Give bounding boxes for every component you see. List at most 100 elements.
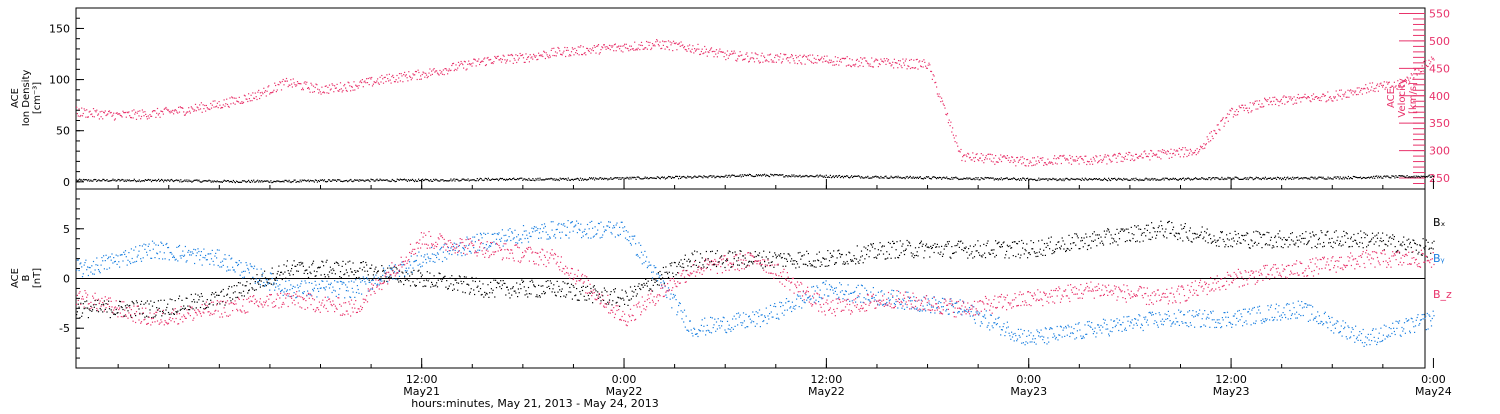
bx-series-point	[1157, 231, 1158, 232]
bx-series-point	[907, 240, 908, 241]
by-series-point	[147, 254, 148, 255]
density-series-point	[314, 181, 315, 182]
density-series-point	[200, 182, 201, 183]
bx-series-point	[302, 262, 303, 263]
density-series-point	[821, 176, 822, 177]
bx-series-point	[1300, 241, 1301, 242]
by-series-point	[221, 266, 222, 267]
bx-series-point	[454, 289, 455, 290]
velocity-series-point	[1397, 80, 1398, 81]
velocity-series-point	[267, 91, 268, 92]
velocity-series-point	[193, 111, 194, 112]
by-series-point	[113, 257, 114, 258]
velocity-series-point	[768, 61, 769, 62]
velocity-tick-label: 300	[1429, 145, 1450, 158]
density-series-point	[1328, 177, 1329, 178]
by-series-point	[319, 284, 320, 285]
velocity-series-point	[241, 101, 242, 102]
velocity-series-point	[874, 60, 875, 61]
velocity-series-point	[1191, 150, 1192, 151]
velocity-series-point	[264, 92, 265, 93]
bx-series-point	[494, 296, 495, 297]
bx-series-point	[409, 275, 410, 276]
density-series-point	[477, 178, 478, 179]
bx-series-point	[1271, 237, 1272, 238]
velocity-series-point	[1125, 156, 1126, 157]
bx-series-point	[517, 296, 518, 297]
bx-series-point	[295, 266, 296, 267]
bx-series-point	[1054, 251, 1055, 252]
bx-series-point	[573, 285, 574, 286]
bx-series-point	[420, 272, 421, 273]
by-series-point	[344, 297, 345, 298]
velocity-series-point	[1094, 158, 1095, 159]
by-series-point	[248, 269, 249, 270]
velocity-series-point	[453, 63, 454, 64]
bx-series-point	[769, 252, 770, 253]
bx-series-point	[150, 301, 151, 302]
velocity-series-point	[833, 61, 834, 62]
bx-series-point	[153, 317, 154, 318]
by-series-point	[160, 242, 161, 243]
density-series-point	[453, 178, 454, 179]
bx-series-point	[831, 257, 832, 258]
bx-series-point	[1102, 243, 1103, 244]
by-series-point	[141, 261, 142, 262]
velocity-series-point	[456, 69, 457, 70]
bx-series-point	[961, 249, 962, 250]
bx-series-point	[1014, 241, 1015, 242]
velocity-series-point	[304, 82, 305, 83]
bx-series-point	[588, 295, 589, 296]
velocity-series-point	[1273, 101, 1274, 102]
density-series-point	[243, 180, 244, 181]
by-series-point	[104, 268, 105, 269]
bx-series-point	[462, 292, 463, 293]
bx-series-point	[853, 261, 854, 262]
by-series-point	[229, 270, 230, 271]
density-series-point	[710, 175, 711, 176]
bx-series-point	[993, 249, 994, 250]
velocity-series-point	[472, 63, 473, 64]
density-series-point	[834, 177, 835, 178]
bx-series-point	[80, 303, 81, 304]
velocity-series-point	[983, 162, 984, 163]
bx-series-point	[141, 301, 142, 302]
bx-series-point	[662, 277, 663, 278]
bx-series-point	[633, 292, 634, 293]
velocity-series-point	[1313, 93, 1314, 94]
bx-series-point	[1423, 247, 1424, 248]
bx-series-point	[298, 271, 299, 272]
bx-series-point	[843, 261, 844, 262]
density-series-point	[1243, 179, 1244, 180]
velocity-series-point	[139, 110, 140, 111]
bx-series-point	[1210, 238, 1211, 239]
bx-series-point	[445, 287, 446, 288]
velocity-series-point	[1208, 139, 1209, 140]
bx-series-point	[101, 309, 102, 310]
bx-series-point	[594, 285, 595, 286]
bx-series-point	[926, 244, 927, 245]
velocity-series-point	[1381, 85, 1382, 86]
bx-series-point	[970, 245, 971, 246]
velocity-series-point	[1250, 102, 1251, 103]
bx-series-point	[244, 295, 245, 296]
bx-series-point	[1046, 243, 1047, 244]
bx-series-point	[1331, 238, 1332, 239]
bx-series-point	[1026, 243, 1027, 244]
velocity-series-point	[308, 87, 309, 88]
bx-series-point	[440, 279, 441, 280]
by-series-point	[300, 283, 301, 284]
bx-series-point	[816, 254, 817, 255]
velocity-series-point	[1106, 156, 1107, 157]
bx-series-point	[820, 266, 821, 267]
velocity-series-point	[981, 153, 982, 154]
by-series-point	[164, 252, 165, 253]
velocity-series-point	[498, 56, 499, 57]
velocity-series-point	[590, 48, 591, 49]
velocity-series-point	[753, 58, 754, 59]
velocity-series-point	[463, 68, 464, 69]
bx-series-point	[1111, 234, 1112, 235]
bx-series-point	[1423, 238, 1424, 239]
velocity-series-point	[924, 62, 925, 63]
